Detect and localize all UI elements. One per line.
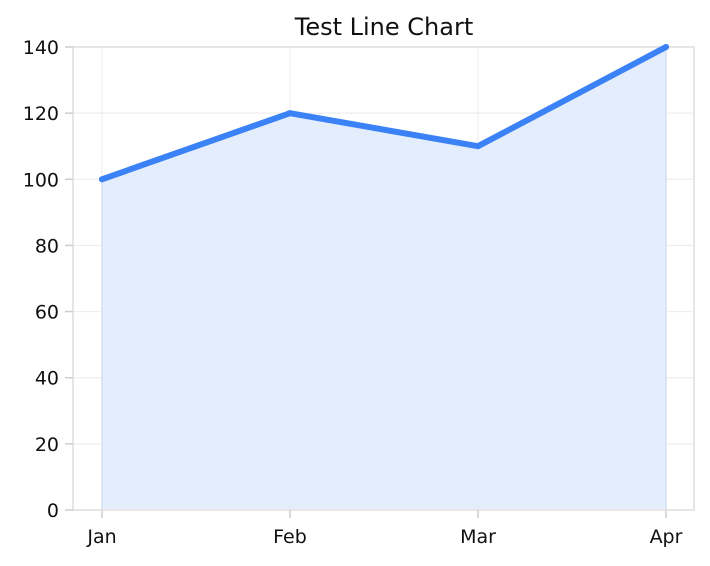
series-area: [101, 45, 667, 511]
data-point: [663, 44, 669, 50]
chart-title: Test Line Chart: [294, 13, 474, 41]
data-point: [475, 143, 481, 150]
x-axis-ticks: Jan Feb Mar Apr: [86, 510, 683, 548]
series-line-layer: [99, 44, 669, 183]
x-tick-label: Mar: [460, 526, 496, 548]
y-tick-label: 20: [35, 434, 59, 456]
x-tick-label: Feb: [273, 526, 307, 548]
y-tick-label: 100: [23, 169, 59, 191]
y-tick-label: 0: [47, 500, 59, 522]
y-tick-label: 140: [23, 37, 59, 59]
y-tick-label: 120: [23, 103, 59, 125]
data-point: [287, 110, 293, 117]
data-point: [99, 176, 105, 183]
area-fill-layer: [101, 45, 667, 511]
y-tick-label: 80: [35, 235, 59, 257]
series-line: [99, 44, 669, 183]
x-tick-label: Apr: [650, 526, 683, 548]
x-tick-label: Jan: [86, 526, 116, 548]
y-axis-ticks: 0 20 40 60 80 100 120 140: [23, 37, 73, 522]
y-tick-label: 60: [35, 302, 59, 324]
plot-frame: [72, 46, 695, 511]
y-tick-label: 40: [35, 368, 59, 390]
